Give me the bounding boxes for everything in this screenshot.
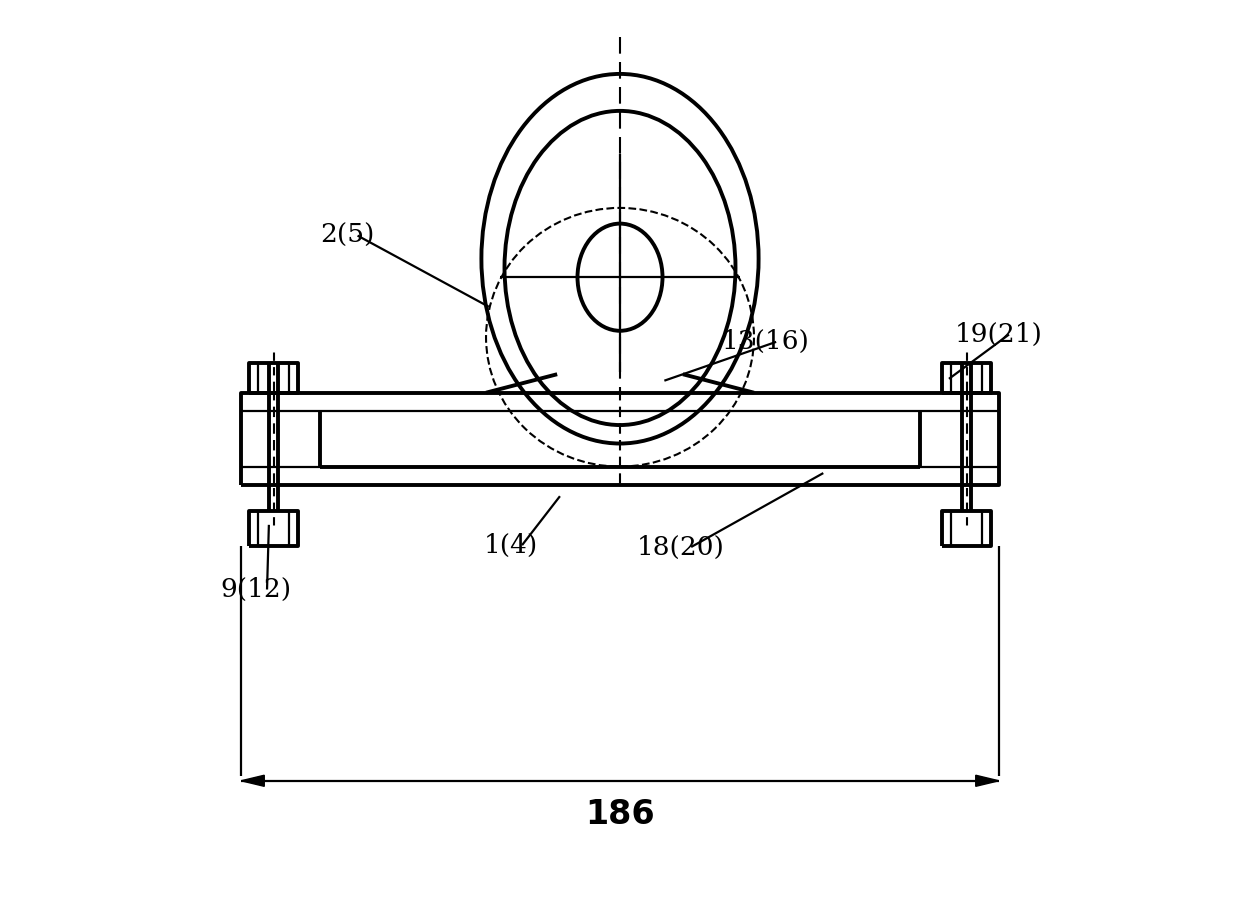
Text: 1(4): 1(4) [484,532,538,558]
Text: 19(21): 19(21) [955,322,1043,347]
Polygon shape [241,775,264,786]
Text: 18(20): 18(20) [636,534,724,560]
Text: 13(16): 13(16) [722,329,810,355]
Text: 9(12): 9(12) [221,577,291,602]
Polygon shape [976,775,999,786]
Text: 2(5): 2(5) [320,223,374,249]
Text: 186: 186 [585,798,655,832]
